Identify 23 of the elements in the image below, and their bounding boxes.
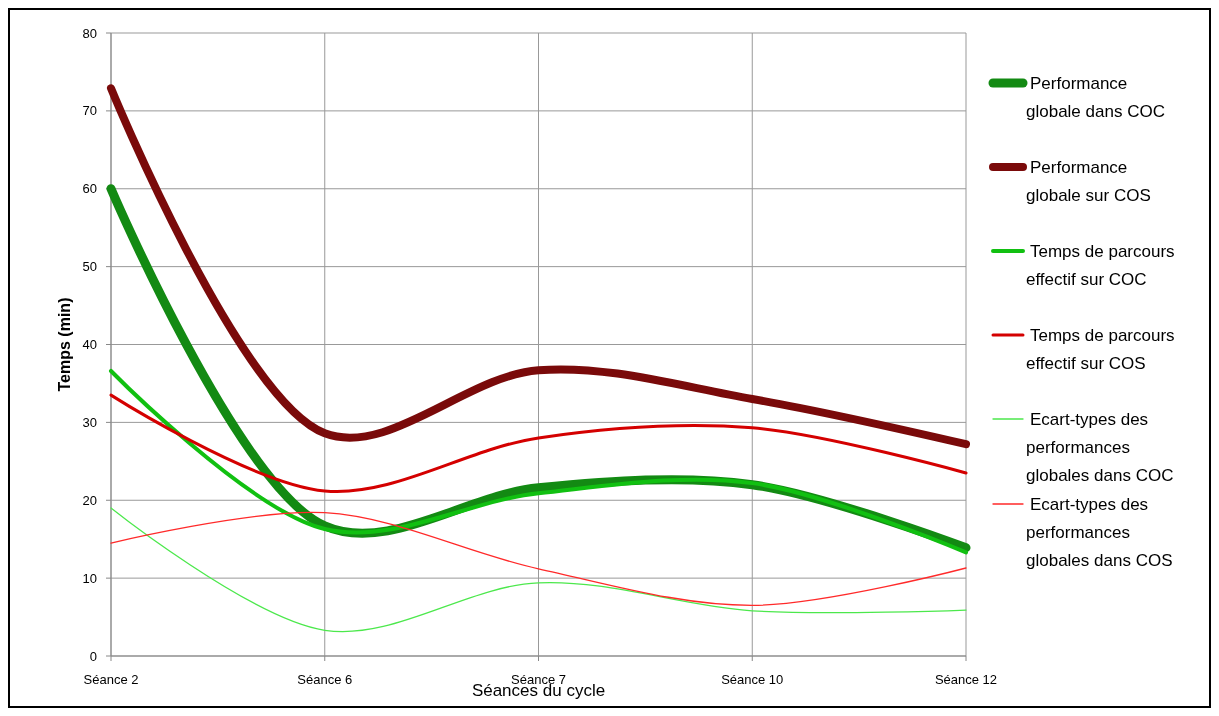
line-series (109, 368, 968, 555)
y-tick-label: 10 (82, 570, 97, 586)
legend-label: Temps de parcours effectif sur COC (1026, 241, 1175, 289)
x-tick-label: Séance 12 (934, 672, 998, 687)
legend-label: Ecart-types des performances globales dans COS (1026, 494, 1173, 570)
y-tick-label: 40 (82, 337, 97, 353)
line-series (109, 393, 968, 493)
y-tick-label: 50 (82, 259, 97, 275)
y-tick-label: 20 (82, 492, 97, 508)
x-tick-label: Séance 10 (721, 672, 784, 687)
legend-label: Performance globale sur COS (1026, 157, 1151, 205)
legend-label: Temps de parcours effectif sur COS (1026, 325, 1175, 373)
x-tick-label: Séance 6 (297, 672, 353, 687)
x-tick-label: Séance 2 (83, 672, 139, 687)
y-tick-label: 80 (82, 25, 97, 41)
legend-label: Ecart-types des performances globales dans COC (1026, 409, 1174, 485)
y-axis-title: Temps (min) (56, 297, 73, 392)
line-series (110, 511, 967, 607)
y-tick-label: 70 (82, 103, 97, 119)
y-tick-label: 0 (89, 648, 97, 664)
y-tick-label: 60 (82, 181, 97, 197)
legend-label: Performance globale dans COC (1026, 73, 1165, 121)
y-tick-label: 30 (82, 414, 97, 430)
